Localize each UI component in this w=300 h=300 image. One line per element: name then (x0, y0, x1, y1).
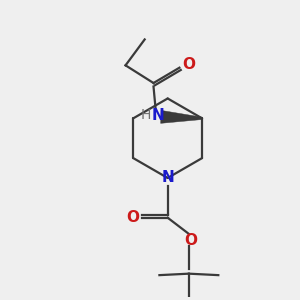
Text: O: O (126, 210, 139, 225)
Text: N: N (152, 108, 164, 123)
Text: O: O (182, 57, 195, 72)
Polygon shape (160, 110, 202, 123)
Text: H: H (140, 108, 151, 122)
Text: O: O (184, 233, 197, 248)
Text: N: N (161, 170, 174, 185)
